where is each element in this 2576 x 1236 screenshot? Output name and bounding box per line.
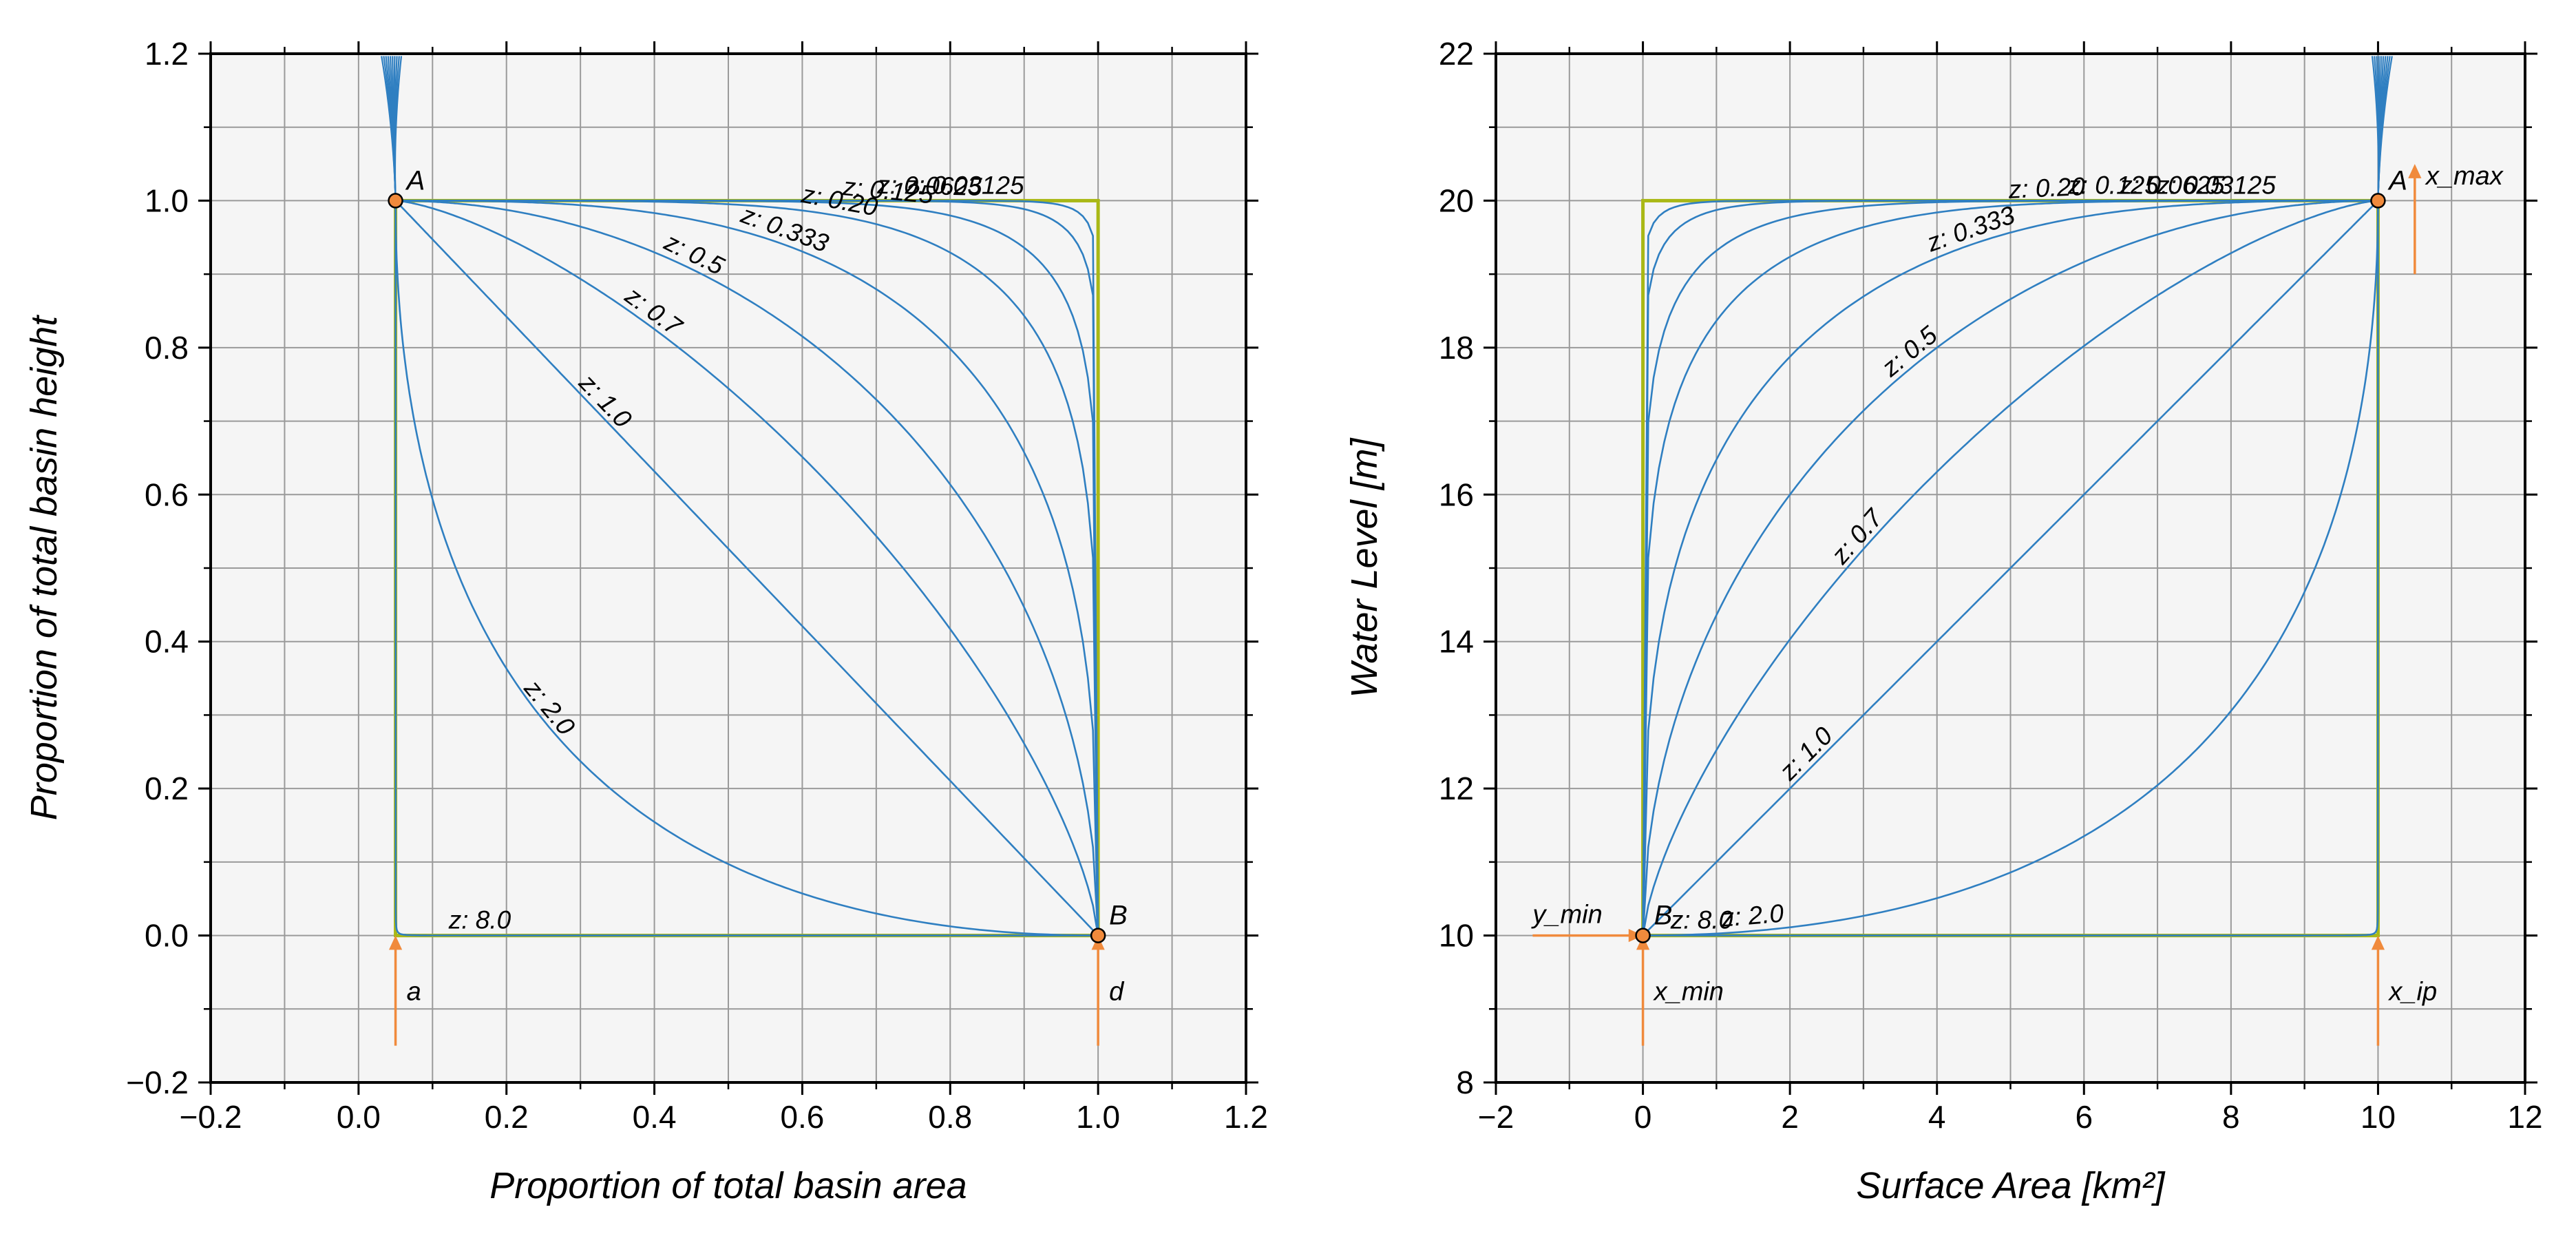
curve-z-2 bbox=[1643, 200, 2379, 936]
curve-z-0.333 bbox=[395, 200, 1099, 936]
point-A bbox=[388, 193, 403, 209]
point-B bbox=[1090, 928, 1106, 943]
y-tick-label: 0.6 bbox=[145, 476, 189, 512]
x-tick-label: 0.8 bbox=[928, 1099, 972, 1135]
curve-label: z: 0.0625 bbox=[2119, 171, 2225, 199]
x-tick-label: −0.2 bbox=[180, 1099, 242, 1135]
point-label: B bbox=[1109, 901, 1128, 931]
x-tick-label: 2 bbox=[1781, 1099, 1799, 1135]
curve-z-0.7 bbox=[1642, 200, 2378, 936]
x-tick-label: 6 bbox=[2075, 1099, 2093, 1135]
y-tick-label: −0.2 bbox=[126, 1065, 189, 1100]
annotations: x_max y_min x_min x_ip bbox=[1530, 162, 2504, 1046]
annotation-label: a bbox=[407, 978, 421, 1007]
x-tick-label: 0 bbox=[1634, 1099, 1652, 1135]
ticks: −0.2 0.0 0.2 0.4 0.6 0.8 1.0 1.2 −0.2 0.0 0.2 0.4 0.… bbox=[126, 36, 1268, 1135]
point-label: A bbox=[2387, 165, 2407, 196]
x-tick-label: 8 bbox=[2222, 1099, 2240, 1135]
curve-z-8 bbox=[1643, 200, 2379, 936]
x-tick-label: 0.4 bbox=[633, 1099, 677, 1135]
point-B bbox=[1635, 928, 1651, 943]
annotation-label: x_min bbox=[1653, 978, 1724, 1007]
x-tick-label: 0.2 bbox=[485, 1099, 529, 1135]
y-tick-label: 16 bbox=[1439, 476, 1474, 512]
y-axis-label: Water Level [m] bbox=[1344, 437, 1385, 698]
curve-label: z: 0.125 bbox=[2067, 171, 2159, 200]
curve-z-0.7 bbox=[395, 200, 1099, 936]
curve-z-1 bbox=[1642, 200, 2379, 936]
y-tick-label: 1.2 bbox=[145, 36, 189, 72]
point-label: A bbox=[405, 165, 425, 196]
x-axis-label: Surface Area [km²] bbox=[1856, 1165, 2166, 1206]
x-tick-label: 12 bbox=[2507, 1099, 2542, 1135]
curve-z-0.5 bbox=[1642, 200, 2378, 936]
y-tick-label: 0.0 bbox=[145, 918, 189, 954]
annotation-label: d bbox=[1109, 978, 1125, 1007]
x-tick-label: 4 bbox=[1928, 1099, 1946, 1135]
annotation-arrowhead-x_max bbox=[2408, 164, 2422, 178]
curve-label: z: 0.03125 bbox=[905, 171, 1024, 199]
y-tick-label: 10 bbox=[1439, 918, 1474, 954]
curve-tuft-z-8 bbox=[2377, 56, 2393, 201]
x-tick-label: 1.2 bbox=[1224, 1099, 1268, 1135]
y-tick-label: 0.2 bbox=[145, 771, 189, 806]
y-tick-label: 20 bbox=[1439, 182, 1474, 218]
annotation-label: x_max bbox=[2425, 162, 2504, 191]
point-A bbox=[2370, 193, 2386, 209]
x-tick-label: 1.0 bbox=[1076, 1099, 1120, 1135]
curve-family bbox=[1642, 56, 2393, 936]
x-tick-label: 0.0 bbox=[337, 1099, 381, 1135]
curve-label: z: 2.0 bbox=[1720, 899, 1785, 932]
annotation-arrowhead-a bbox=[388, 935, 403, 950]
curve-label: z: 0.03125 bbox=[2156, 171, 2276, 199]
curve-label: z: 0.0625 bbox=[876, 171, 982, 201]
x-tick-label: −2 bbox=[1478, 1099, 1514, 1135]
y-tick-label: 8 bbox=[1456, 1065, 1474, 1100]
y-tick-label: 22 bbox=[1439, 36, 1474, 72]
x-tick-label: 10 bbox=[2361, 1099, 2396, 1135]
y-tick-label: 18 bbox=[1439, 330, 1474, 366]
x-axis-label: Proportion of total basin area bbox=[489, 1165, 967, 1206]
ticks: −2 0 2 4 6 8 10 12 8 10 12 14 16 18 20 22 bbox=[1439, 36, 2543, 1135]
curve-z-0.333 bbox=[1642, 200, 2378, 936]
key-points: AB bbox=[388, 165, 1128, 943]
y-tick-label: 0.4 bbox=[145, 624, 189, 660]
y-tick-label: 1.0 bbox=[145, 182, 189, 218]
curve-z-2 bbox=[394, 200, 1099, 936]
curve-z-8 bbox=[394, 200, 1099, 936]
y-tick-label: 0.8 bbox=[145, 330, 189, 366]
curve-z-0.5 bbox=[395, 200, 1099, 936]
key-points: AB bbox=[1635, 165, 2407, 943]
annotation-label: x_ip bbox=[2387, 978, 2437, 1007]
curve-tuft-z-8 bbox=[381, 56, 397, 201]
curve-label: z: 0.20 bbox=[2007, 172, 2086, 204]
y-tick-label: 12 bbox=[1439, 771, 1474, 806]
annotation-arrowhead-x_ip bbox=[2371, 935, 2385, 950]
x-tick-label: 0.6 bbox=[780, 1099, 824, 1135]
annotation-label: y_min bbox=[1530, 901, 1602, 930]
y-axis-label: Proportion of total basin height bbox=[23, 315, 65, 820]
curve-label: z: 8.0 bbox=[448, 906, 511, 934]
point-label: B bbox=[1654, 901, 1673, 931]
curve-family bbox=[381, 56, 1099, 936]
y-tick-label: 14 bbox=[1439, 624, 1474, 660]
curve-label: z: 8.0 bbox=[1670, 906, 1733, 934]
curve-z-1 bbox=[394, 200, 1099, 936]
